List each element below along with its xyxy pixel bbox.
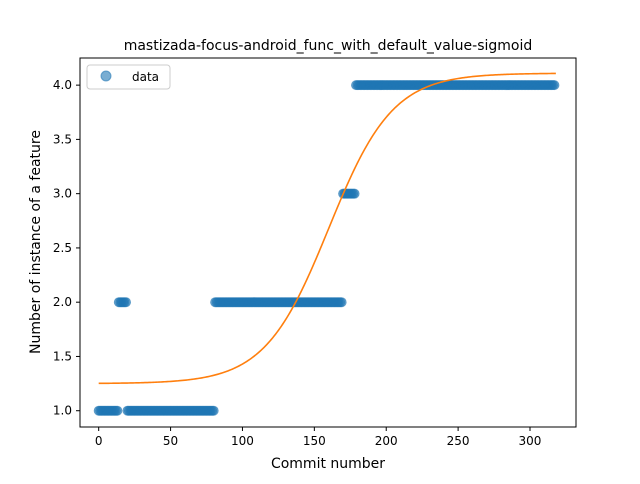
legend: data [86, 64, 171, 90]
y-tick-label: 4.0 [53, 78, 72, 92]
scatter-point [549, 80, 560, 91]
x-axis-ticks: 0 50 100 150 200 250 300 [95, 427, 542, 448]
legend-label-data: data [132, 70, 159, 84]
x-axis-label: Commit number [271, 456, 385, 472]
x-tick-label: 150 [303, 434, 326, 448]
scatter-point [336, 297, 347, 308]
line-layer [98, 72, 556, 385]
y-tick-label: 2.5 [53, 241, 72, 255]
y-tick-label: 1.5 [53, 349, 72, 363]
scatter-point [208, 405, 219, 416]
scatter-point [349, 188, 360, 199]
x-tick-label: 300 [519, 434, 542, 448]
y-tick-label: 2.0 [53, 295, 72, 309]
x-tick-label: 250 [447, 434, 470, 448]
x-tick-label: 100 [231, 434, 254, 448]
y-tick-label: 3.0 [53, 187, 72, 201]
x-tick-label: 50 [163, 434, 178, 448]
plot-area-frame [79, 57, 577, 428]
y-axis-ticks: 1.0 1.5 2.0 2.5 3.0 3.5 4.0 [53, 78, 80, 418]
y-tick-label: 3.5 [53, 132, 72, 146]
scatter-point [121, 297, 132, 308]
sigmoid-fit-line [98, 72, 556, 385]
scatter-point [112, 405, 123, 416]
chart-title: mastizada-focus-android_func_with_defaul… [124, 38, 533, 54]
y-axis-label: Number of instance of a feature [28, 130, 44, 354]
scatter-layer [93, 80, 560, 416]
x-tick-label: 0 [95, 434, 103, 448]
x-tick-label: 200 [375, 434, 398, 448]
legend-marker-data [100, 70, 112, 82]
y-tick-label: 1.0 [53, 404, 72, 418]
